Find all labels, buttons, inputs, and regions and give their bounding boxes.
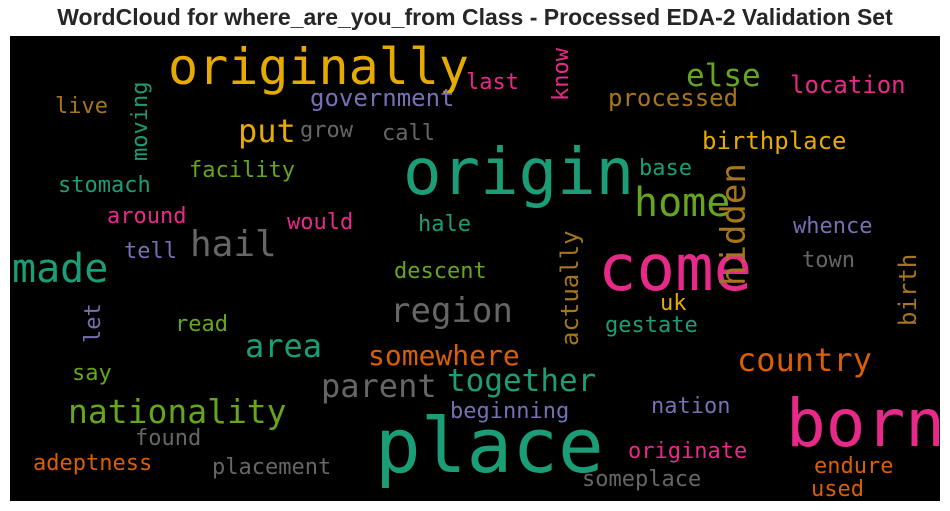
word-descent: descent [394,259,487,284]
word-born: born [786,385,940,462]
word-home: home [634,180,730,226]
word-place: place [375,401,604,490]
word-actually: actually [556,230,584,346]
word-let: let [81,303,106,343]
word-parent: parent [321,367,437,405]
chart-title: WordCloud for where_are_you_from Class -… [57,4,893,30]
word-origin: origin [403,136,634,210]
word-town: town [802,248,855,273]
word-stomach: stomach [58,173,151,198]
word-somewhere: somewhere [368,339,520,372]
word-originally: originally [168,38,469,96]
wordcloud-background [10,36,940,501]
word-found: found [135,426,201,451]
word-moving: moving [128,82,153,161]
word-hale: hale [418,212,471,237]
word-birth: birth [894,254,922,326]
word-else: else [686,58,761,94]
word-used: used [811,477,864,501]
word-tell: tell [124,239,177,264]
word-country: country [737,341,872,379]
word-live: live [55,94,108,119]
word-area: area [245,327,322,365]
word-originate: originate [628,439,747,464]
word-endure: endure [814,454,893,479]
word-base: base [639,156,692,181]
word-would: would [287,210,353,235]
word-nation: nation [651,394,730,419]
word-call: call [382,121,435,146]
wordcloud-canvas: place born come origin originally home made hid… [10,36,940,501]
word-beginning: beginning [450,399,569,424]
word-hail: hail [190,224,277,265]
word-region: region [390,291,513,331]
word-placement: placement [212,455,331,480]
wordcloud-panel: place born come origin originally home made hid… [10,36,940,501]
word-hidden: hidden [714,163,754,286]
word-nationality: nationality [68,392,287,431]
word-location: location [790,71,906,99]
word-grow: grow [300,118,354,143]
word-government: government [310,84,455,112]
word-together: together [447,363,596,399]
word-made: made [12,246,108,292]
word-processed: processed [608,84,738,112]
word-uk: uk [660,291,687,316]
word-know: know [549,47,574,101]
word-read: read [175,312,228,337]
word-whence: whence [793,214,872,239]
word-last: last [466,70,519,95]
word-say: say [72,361,112,386]
word-come: come [598,232,752,306]
word-around: around [107,204,186,229]
word-gestate: gestate [605,313,698,338]
word-put: put [238,112,296,150]
word-someplace: someplace [582,467,701,492]
word-facility: facility [189,158,295,183]
word-adeptness: adeptness [33,451,152,476]
word-birthplace: birthplace [702,127,847,155]
